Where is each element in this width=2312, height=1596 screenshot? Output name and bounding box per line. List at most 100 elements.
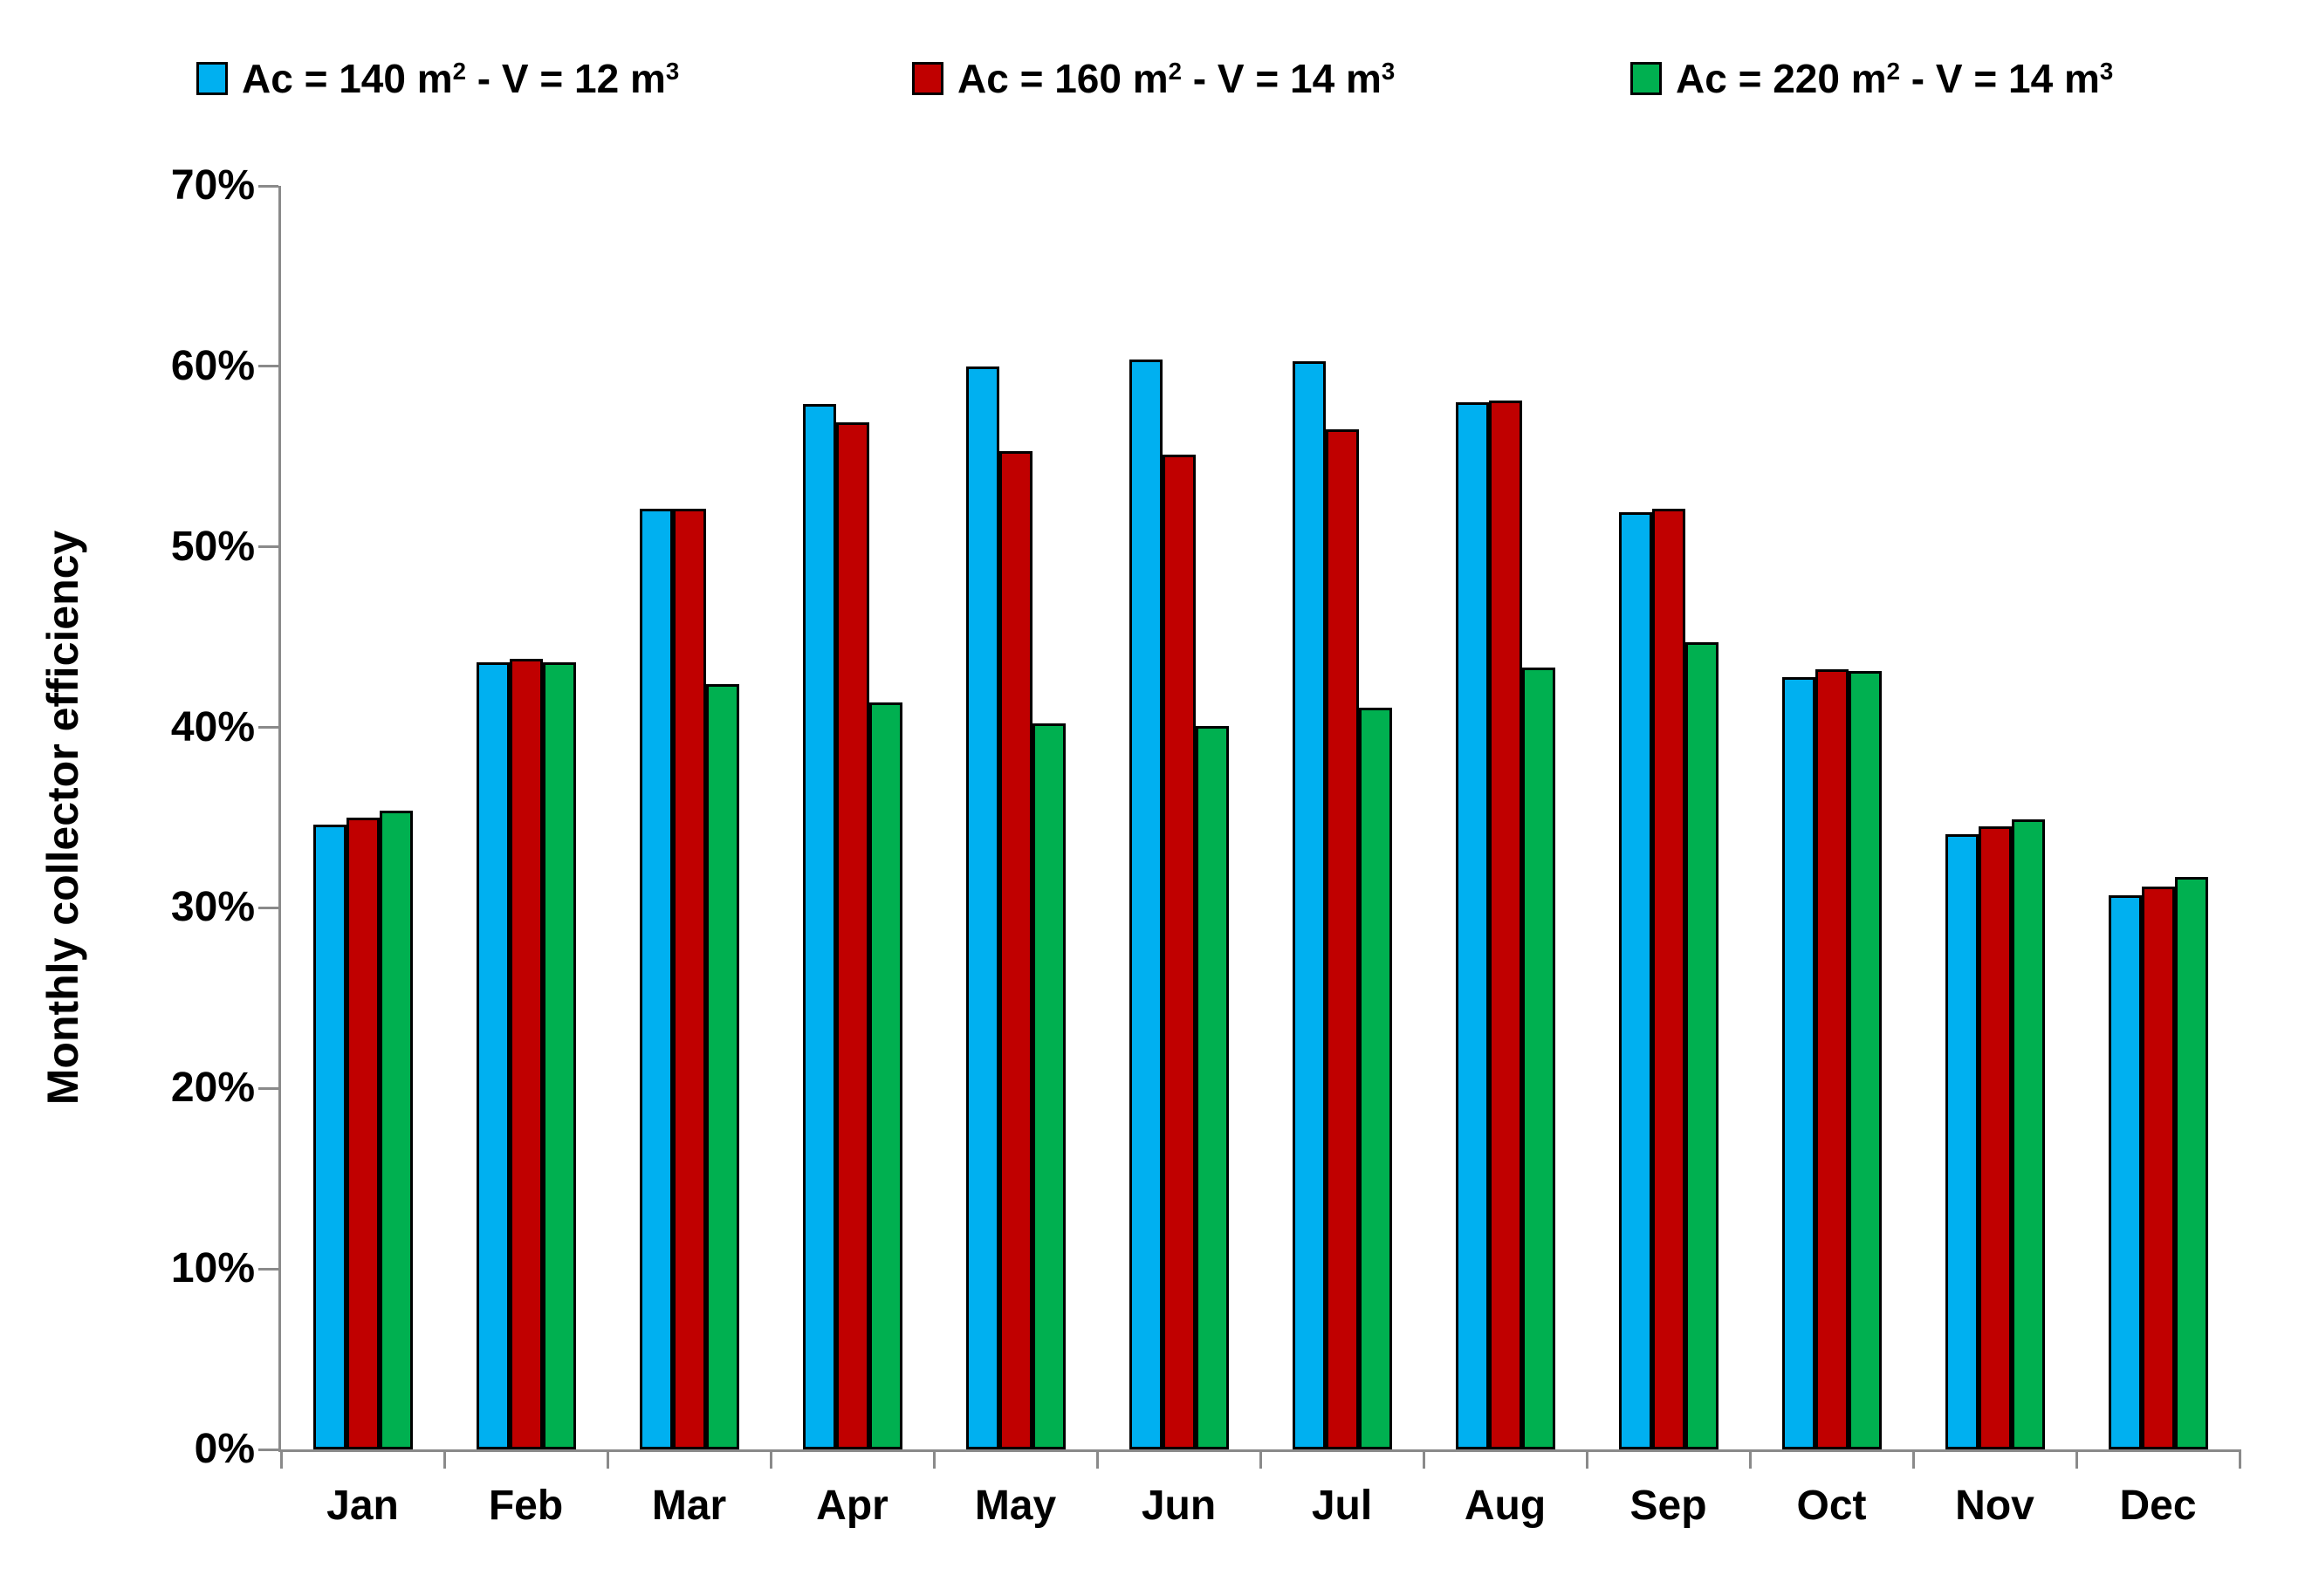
x-tick-mark bbox=[606, 1449, 609, 1469]
bar-jan-series2 bbox=[346, 818, 380, 1449]
legend-swatch-series3 bbox=[1630, 62, 1662, 95]
bar-oct-series2 bbox=[1815, 669, 1849, 1449]
legend-label-sup: 3 bbox=[2099, 57, 2114, 85]
bar-aug-series2 bbox=[1488, 401, 1522, 1449]
bar-dec-series3 bbox=[2174, 877, 2208, 1449]
x-tick-label-oct: Oct bbox=[1796, 1483, 1867, 1529]
bar-oct-series3 bbox=[1848, 671, 1882, 1449]
y-tick-mark bbox=[258, 1267, 278, 1271]
x-tick-mark bbox=[279, 1449, 283, 1469]
bar-oct-series1 bbox=[1781, 676, 1815, 1449]
legend-label-sup: 3 bbox=[1381, 57, 1396, 85]
legend-label: Ac = 160 m2 - V = 14 m3 bbox=[957, 58, 1395, 99]
bar-mar-series1 bbox=[639, 509, 673, 1449]
x-tick-mark bbox=[443, 1449, 446, 1469]
bar-jun-series2 bbox=[1162, 455, 1196, 1449]
legend-label-text: - V = 12 m bbox=[466, 56, 666, 101]
x-tick-label-jul: Jul bbox=[1311, 1483, 1373, 1529]
x-tick-mark bbox=[2238, 1449, 2241, 1469]
y-tick-label: 40% bbox=[170, 703, 255, 750]
bar-jul-series1 bbox=[1292, 360, 1326, 1449]
bar-dec-series2 bbox=[2141, 886, 2175, 1449]
bar-jun-series1 bbox=[1129, 359, 1163, 1449]
bar-jan-series3 bbox=[379, 810, 413, 1449]
y-tick-mark bbox=[258, 906, 278, 909]
x-tick-label-feb: Feb bbox=[488, 1483, 564, 1529]
bar-sep-series1 bbox=[1618, 512, 1652, 1449]
legend-label-sup: 2 bbox=[452, 57, 467, 85]
y-tick-label: 0% bbox=[194, 1426, 255, 1472]
bar-jan-series1 bbox=[312, 825, 346, 1449]
plot-area: 0% 10% 20% 30% 40% 50% 60% 70% Jan Feb Mar Apr May J… bbox=[171, 162, 2241, 1529]
legend: Ac = 140 m2 - V = 12 m3 Ac = 160 m2 - V =… bbox=[0, 51, 2312, 106]
bar-aug-series1 bbox=[1455, 402, 1489, 1449]
x-tick-mark bbox=[1911, 1449, 1915, 1469]
legend-swatch-series1 bbox=[196, 62, 228, 95]
bar-nov-series1 bbox=[1945, 833, 1979, 1449]
bar-mar-series2 bbox=[672, 509, 706, 1449]
y-tick-mark bbox=[258, 545, 278, 549]
x-tick-label-mar: Mar bbox=[651, 1483, 727, 1529]
bar-apr-series2 bbox=[835, 421, 869, 1449]
bar-jun-series3 bbox=[1195, 725, 1229, 1449]
x-tick-label-jan: Jan bbox=[326, 1483, 399, 1529]
y-tick-label: 60% bbox=[170, 342, 255, 389]
legend-item-series1: Ac = 140 m2 - V = 12 m3 bbox=[196, 51, 679, 106]
y-tick-mark bbox=[258, 365, 278, 368]
bar-nov-series3 bbox=[2011, 819, 2045, 1449]
bar-sep-series2 bbox=[1651, 509, 1685, 1449]
y-tick-label: 50% bbox=[170, 523, 255, 570]
x-tick-label-apr: Apr bbox=[816, 1483, 888, 1529]
bar-aug-series3 bbox=[1521, 668, 1555, 1449]
x-tick-label-aug: Aug bbox=[1464, 1483, 1547, 1529]
x-tick-mark bbox=[1095, 1449, 1099, 1469]
y-tick-label: 20% bbox=[170, 1065, 255, 1112]
legend-label-sup: 2 bbox=[1168, 57, 1183, 85]
bar-may-series3 bbox=[1032, 723, 1066, 1449]
y-tick-label: 70% bbox=[170, 162, 255, 209]
x-tick-mark bbox=[1748, 1449, 1752, 1469]
x-tick-label-sep: Sep bbox=[1629, 1483, 1707, 1529]
x-tick-label-nov: Nov bbox=[1955, 1483, 2034, 1529]
legend-label-text: Ac = 140 m bbox=[242, 56, 453, 101]
legend-label: Ac = 220 m2 - V = 14 m3 bbox=[1676, 58, 2113, 99]
x-tick-label-jun: Jun bbox=[1141, 1483, 1217, 1529]
legend-label-text: - V = 14 m bbox=[1182, 56, 1382, 101]
x-tick-mark bbox=[932, 1449, 936, 1469]
bar-nov-series2 bbox=[1978, 826, 2012, 1449]
y-tick-mark bbox=[258, 1448, 278, 1451]
bar-dec-series1 bbox=[2108, 894, 2142, 1449]
x-tick-mark bbox=[769, 1449, 772, 1469]
legend-label-sup: 2 bbox=[1886, 57, 1901, 85]
x-tick-label-may: May bbox=[974, 1483, 1057, 1529]
legend-item-series3: Ac = 220 m2 - V = 14 m3 bbox=[1630, 51, 2113, 106]
bar-may-series2 bbox=[998, 451, 1033, 1449]
bar-mar-series3 bbox=[705, 683, 739, 1449]
legend-label-sup: 3 bbox=[665, 57, 680, 85]
y-tick-mark bbox=[258, 726, 278, 730]
bar-apr-series3 bbox=[868, 702, 902, 1449]
y-tick-label: 10% bbox=[170, 1245, 255, 1292]
bar-feb-series1 bbox=[476, 662, 510, 1449]
legend-swatch-series2 bbox=[912, 62, 943, 95]
x-tick-mark bbox=[1422, 1449, 1425, 1469]
y-tick-mark bbox=[258, 1086, 278, 1090]
y-tick-mark bbox=[258, 184, 278, 188]
x-tick-mark bbox=[1585, 1449, 1588, 1469]
y-tick-label: 30% bbox=[170, 884, 255, 931]
y-axis-title: Monthly collector efficiency bbox=[38, 530, 87, 1106]
bar-may-series1 bbox=[965, 366, 999, 1449]
bar-feb-series2 bbox=[509, 658, 543, 1449]
legend-label-text: Ac = 220 m bbox=[1676, 56, 1887, 101]
legend-item-series2: Ac = 160 m2 - V = 14 m3 bbox=[912, 51, 1395, 106]
legend-label: Ac = 140 m2 - V = 12 m3 bbox=[242, 58, 679, 99]
bar-jul-series3 bbox=[1358, 707, 1392, 1449]
legend-label-text: Ac = 160 m bbox=[957, 56, 1169, 101]
bar-jul-series2 bbox=[1325, 429, 1359, 1449]
bar-apr-series1 bbox=[802, 404, 836, 1449]
x-tick-label-dec: Dec bbox=[2119, 1483, 2197, 1529]
bar-feb-series3 bbox=[542, 662, 576, 1449]
bar-sep-series3 bbox=[1684, 642, 1719, 1449]
x-tick-mark bbox=[1259, 1449, 1262, 1469]
